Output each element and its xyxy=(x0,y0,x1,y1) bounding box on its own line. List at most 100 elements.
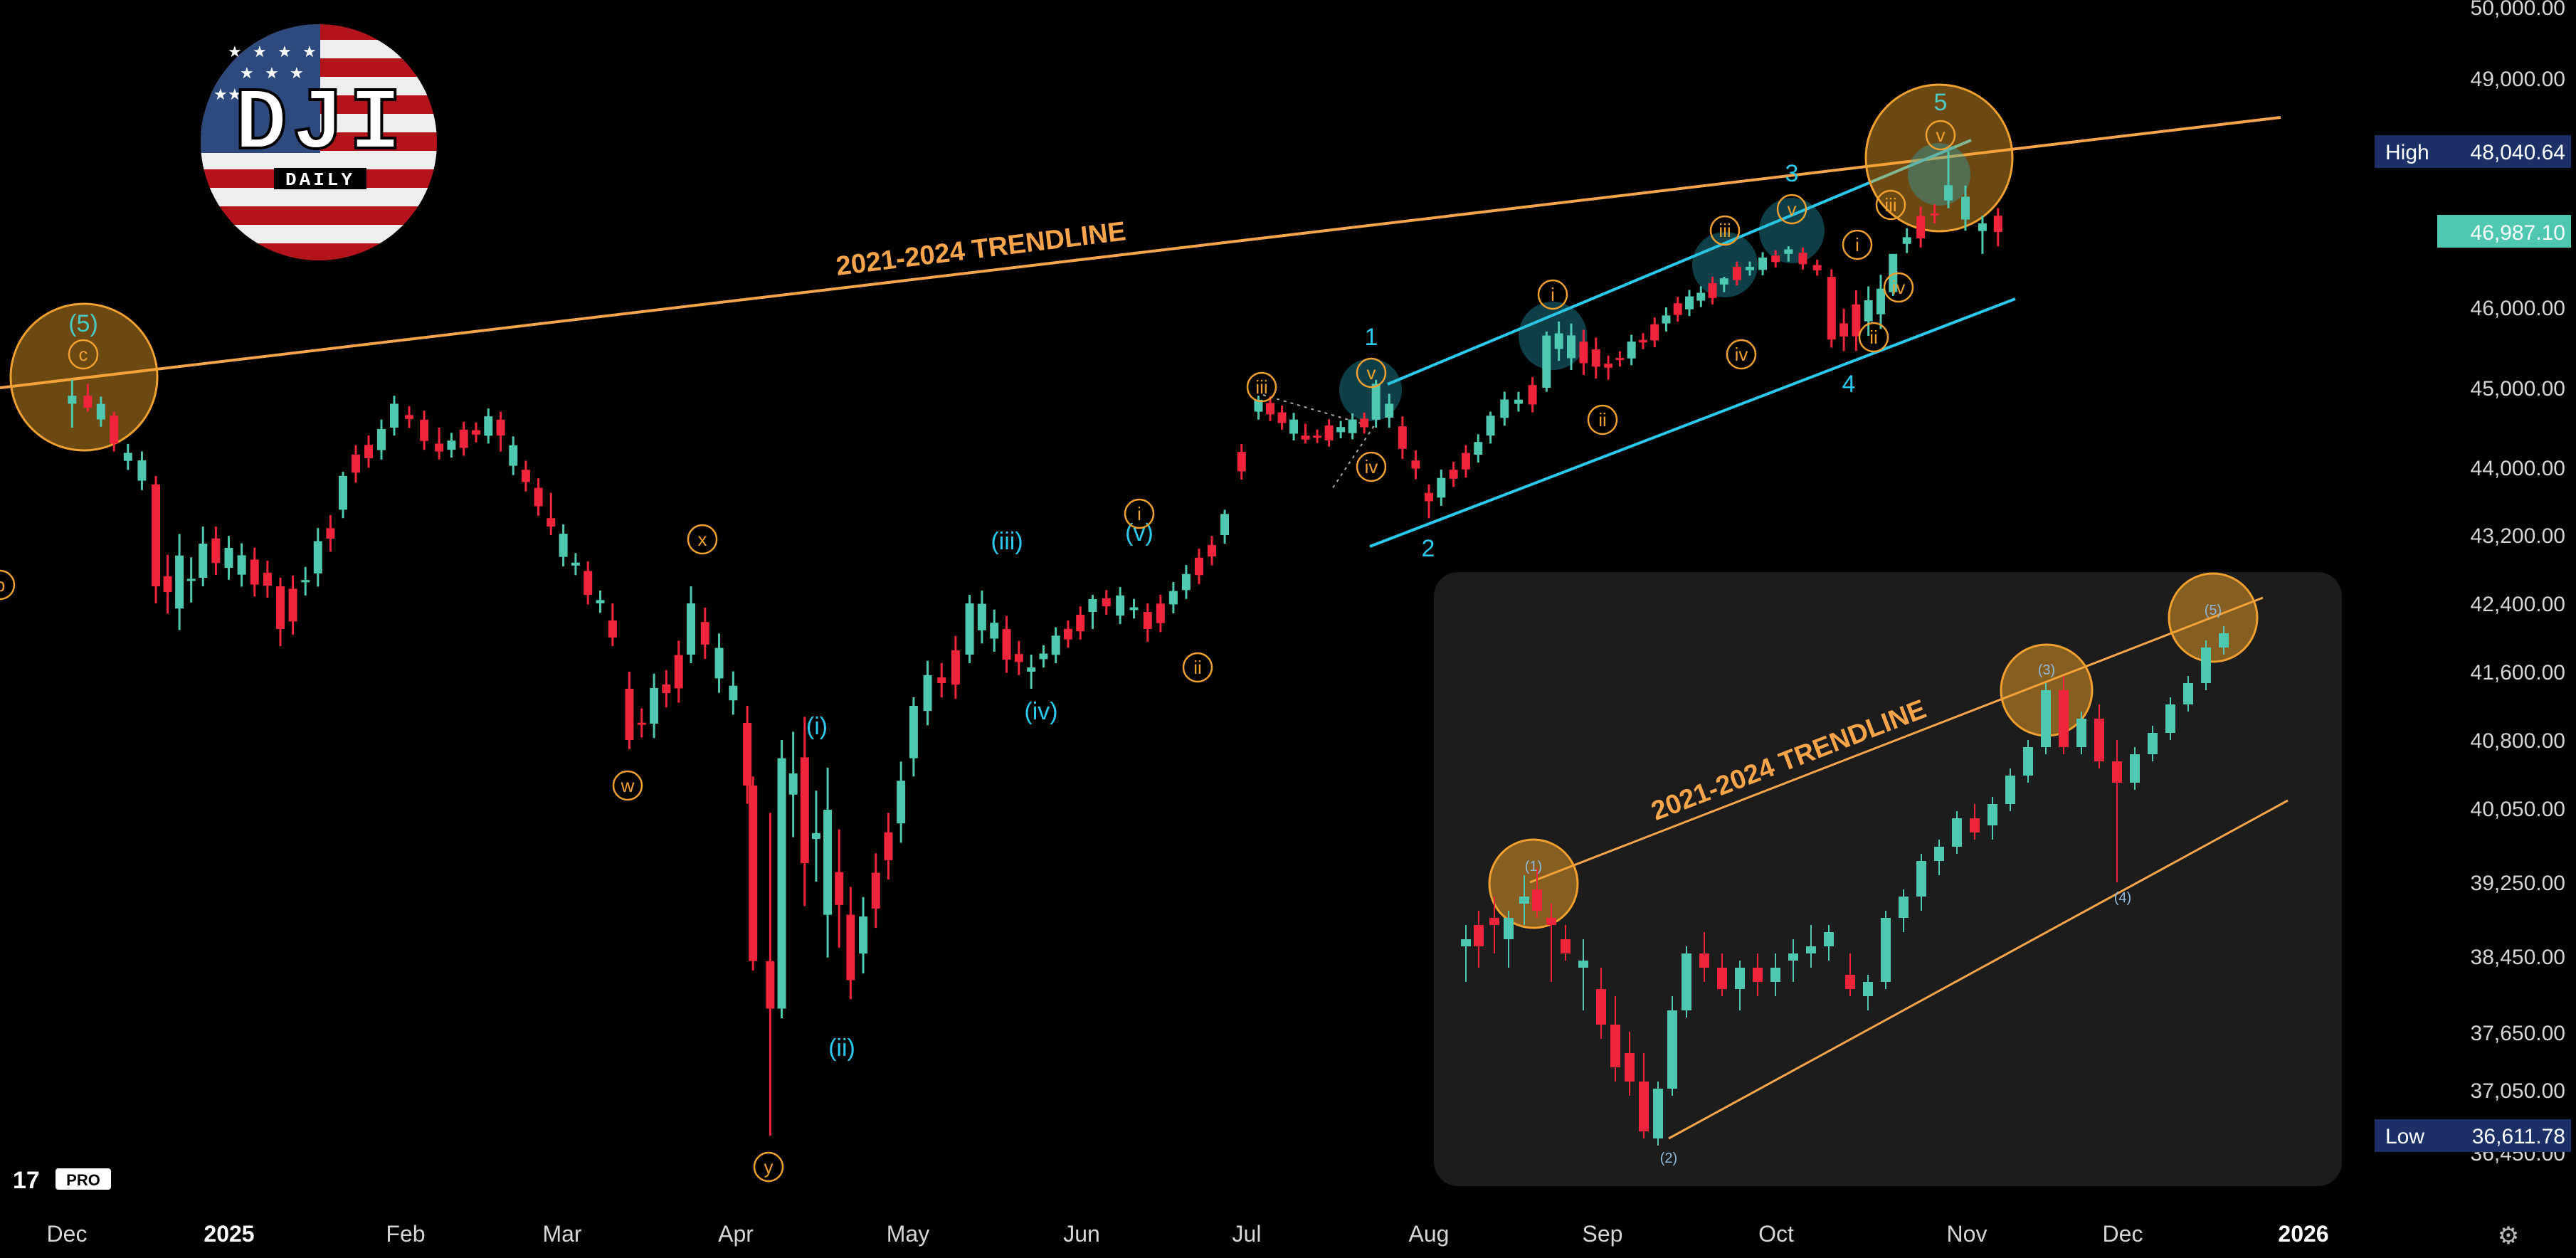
inset-candle xyxy=(1489,897,1499,953)
candle xyxy=(420,411,429,450)
cyan-circle-3 xyxy=(1692,232,1758,297)
dotted-guide xyxy=(1262,394,1375,492)
svg-text:★: ★ xyxy=(240,65,254,83)
wave-label-2: 2 xyxy=(1422,535,1435,562)
low-price-tag: Low 36,611.78 xyxy=(2375,1119,2571,1152)
candle xyxy=(484,408,493,444)
candle xyxy=(662,670,671,708)
candle xyxy=(1301,423,1310,444)
inset-candle xyxy=(2130,747,2140,790)
inset-candle xyxy=(1546,904,1556,982)
x-axis-label: Jun xyxy=(1063,1221,1100,1247)
wave-label-4: 4 xyxy=(1842,371,1856,398)
inset-candle xyxy=(1682,946,1691,1018)
wave-label-iii-or-3: iii xyxy=(1875,189,1906,221)
candle xyxy=(1500,391,1509,426)
wave-label-iv-or: iv xyxy=(1356,451,1387,482)
candle xyxy=(1088,595,1097,629)
candle xyxy=(1638,333,1647,349)
candle xyxy=(1812,259,1822,276)
candle xyxy=(96,396,105,427)
inset-candle xyxy=(1952,811,1962,854)
inset-label-2: (2) xyxy=(1660,1151,1677,1166)
svg-text:c: c xyxy=(79,344,88,365)
candle xyxy=(1002,615,1011,673)
dji-logo: ★ ★ ★ ★ ★ ★ ★ ★ ★ ★ DJI DAILY xyxy=(201,24,437,260)
candle xyxy=(650,673,659,739)
wave-label-i-or: i xyxy=(1124,498,1155,529)
inset-candle xyxy=(2023,740,2033,783)
candle xyxy=(637,708,646,738)
inset-candle xyxy=(2041,683,2051,754)
candle xyxy=(584,561,593,605)
inset-candle xyxy=(1667,996,1677,1096)
y-axis-label: 42,400.00 xyxy=(2471,593,2565,616)
candle xyxy=(1650,317,1659,347)
y-axis-label: 43,200.00 xyxy=(2471,524,2565,548)
candle xyxy=(823,767,833,958)
candle xyxy=(1579,329,1588,376)
candle xyxy=(339,471,347,519)
high-value: 48,040.64 xyxy=(2471,141,2565,164)
candle xyxy=(1116,587,1125,624)
candle xyxy=(1051,627,1060,664)
y-axis-label: 39,250.00 xyxy=(2471,872,2565,895)
inset-candle xyxy=(2201,640,2211,690)
inset-label-3: (3) xyxy=(2038,662,2055,678)
last-value: 46,987.10 xyxy=(2471,221,2565,245)
svg-text:★: ★ xyxy=(253,86,267,104)
svg-text:★: ★ xyxy=(290,65,304,83)
cyan-circle-5 xyxy=(1908,143,1970,206)
svg-text:★: ★ xyxy=(253,43,267,61)
svg-text:iv: iv xyxy=(1365,456,1378,477)
candle xyxy=(835,829,844,948)
candle xyxy=(951,635,960,699)
wave-5-top-circle xyxy=(9,302,159,452)
candle xyxy=(68,379,77,428)
candle xyxy=(237,543,246,587)
candle xyxy=(1266,396,1275,421)
wave-label-c: c xyxy=(68,339,99,370)
candle xyxy=(199,527,208,586)
x-axis-label: May xyxy=(887,1221,929,1247)
settings-gear-icon[interactable]: ⚙ xyxy=(2498,1222,2519,1250)
candles-group xyxy=(68,152,2002,1136)
candle xyxy=(276,578,285,646)
inset-candle xyxy=(1653,1082,1663,1146)
inset-candle xyxy=(1934,840,1944,875)
candle xyxy=(674,640,683,703)
candle xyxy=(743,706,752,804)
wave-label-i-or-2: i xyxy=(1537,279,1568,310)
svg-text:v: v xyxy=(1367,362,1376,384)
inset-candle xyxy=(1970,804,1980,840)
inset-candle xyxy=(2094,704,2104,768)
candle xyxy=(301,566,310,596)
y-axis-label: 37,050.00 xyxy=(2471,1079,2565,1103)
svg-text:★: ★ xyxy=(278,43,292,61)
candle xyxy=(288,575,297,635)
candle xyxy=(1615,351,1625,367)
candle xyxy=(1063,620,1072,648)
x-axis-label: Sep xyxy=(1583,1221,1623,1247)
inset-candle xyxy=(2005,768,2015,811)
inset-candle xyxy=(1717,953,1727,996)
inset-candle xyxy=(2148,726,2158,761)
candle xyxy=(1348,413,1357,440)
wave-label-iv-or-3: iv xyxy=(1883,272,1914,303)
x-axis-label: Jul xyxy=(1232,1221,1262,1247)
candle xyxy=(1156,594,1165,633)
channel-lower-line xyxy=(1369,297,2016,548)
inset-candle xyxy=(1610,996,1620,1082)
candle xyxy=(152,475,161,603)
x-axis-label: Dec xyxy=(47,1221,88,1247)
inset-candle xyxy=(1788,939,1798,982)
candle xyxy=(1474,434,1483,463)
inset-candle xyxy=(1504,911,1514,968)
candle xyxy=(1930,204,1939,223)
candle xyxy=(1567,323,1576,371)
candle xyxy=(211,527,221,576)
wave-label-iii-or-2: iii xyxy=(1709,215,1741,246)
candle xyxy=(547,492,556,535)
y-axis-label: 40,800.00 xyxy=(2471,729,2565,753)
